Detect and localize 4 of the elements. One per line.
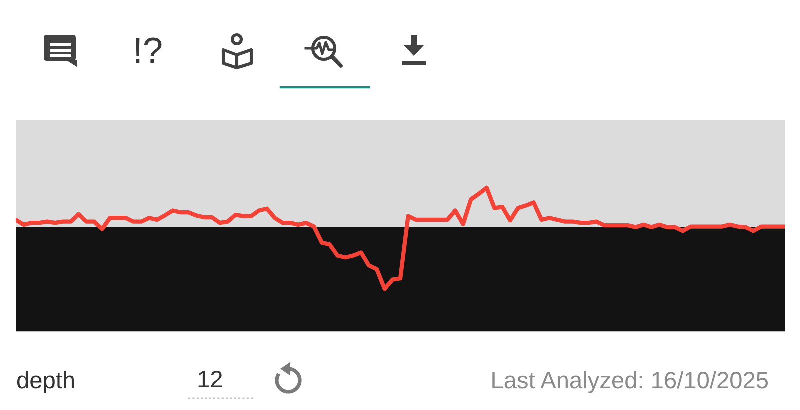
text: depth — [17, 371, 74, 394]
text: 12 — [198, 371, 222, 388]
text: !? — [136, 38, 162, 63]
text: Last Analyzed: 16/10/2025 — [492, 371, 768, 394]
